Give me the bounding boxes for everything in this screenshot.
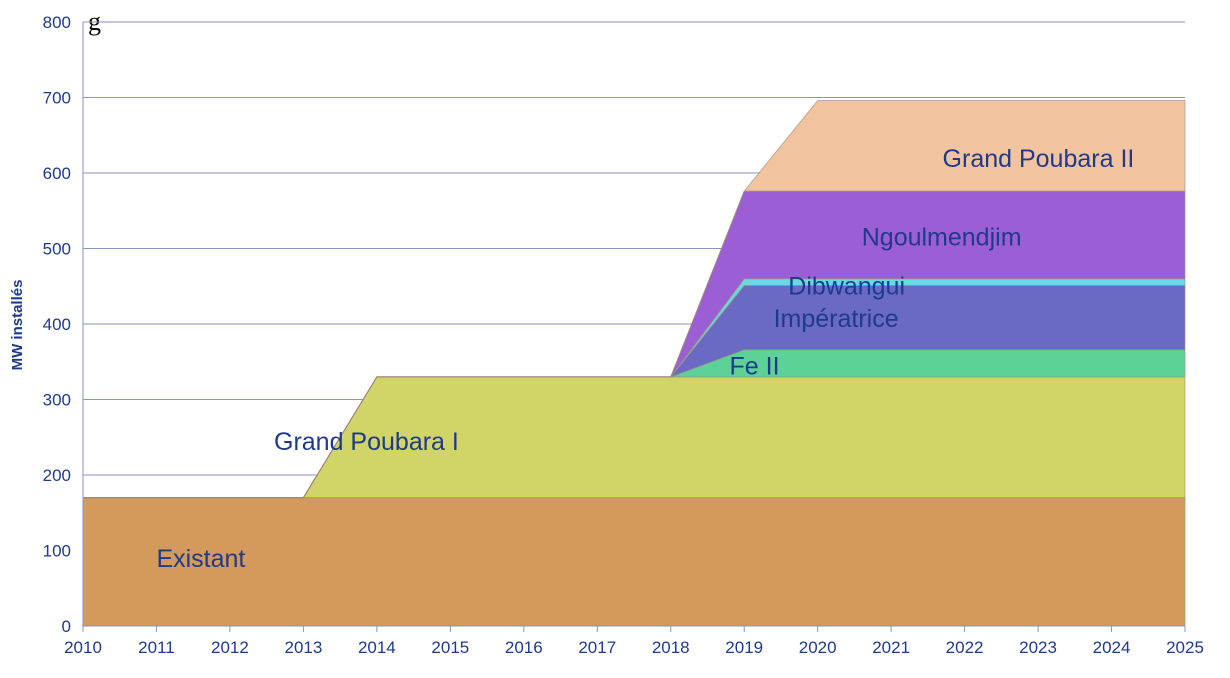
axes: 0 100 200 300 400 500 600 700 800 2010 2011 2012 201… (43, 13, 1204, 657)
x-tick-label: 2022 (946, 638, 984, 657)
x-tick-label: 2021 (872, 638, 910, 657)
y-tick-label: 300 (43, 391, 71, 410)
series-label: Grand Poubara II (943, 145, 1135, 173)
x-tick-label: 2010 (64, 638, 102, 657)
y-tick-label: 800 (43, 13, 71, 32)
x-tick-label: 2012 (211, 638, 249, 657)
series-label: Impératrice (774, 305, 899, 333)
x-tick-label: 2024 (1093, 638, 1131, 657)
x-tick-label: 2014 (358, 638, 396, 657)
x-tick-label: 2025 (1166, 638, 1204, 657)
x-tick-label: 2017 (578, 638, 616, 657)
x-tick-label: 2016 (505, 638, 543, 657)
x-tick-label: 2020 (799, 638, 837, 657)
area-existant (82, 497, 1186, 627)
series-labels: Existant Grand Poubara I Fe II Impératrice D… (156, 145, 1134, 573)
x-tick-label: 2015 (431, 638, 469, 657)
series-label: Existant (156, 545, 245, 573)
x-tick-label: 2018 (652, 638, 690, 657)
y-tick-label: 200 (43, 466, 71, 485)
series-label: Ngoulmendjim (862, 223, 1022, 251)
y-tick-label: 100 (43, 542, 71, 561)
series-label: Fe II (730, 353, 780, 381)
x-tick-label: 2019 (725, 638, 763, 657)
y-tick-label: 400 (43, 315, 71, 334)
y-tick-label: 600 (43, 164, 71, 183)
x-tick-label: 2013 (284, 638, 322, 657)
series-label: Grand Poubara I (274, 428, 459, 456)
area-grand-poubara-ii (83, 100, 1186, 499)
area-grand-poubara-i (83, 376, 1186, 499)
y-axis-label: MW installés (9, 280, 26, 371)
series-label: Dibwangui (788, 272, 905, 300)
x-tick-label: 2023 (1019, 638, 1057, 657)
stacked-areas (82, 100, 1186, 627)
y-tick-label: 0 (62, 617, 71, 636)
y-tick-label: 500 (43, 240, 71, 259)
y-tick-label: 700 (43, 89, 71, 108)
x-tick-label: 2011 (138, 638, 175, 657)
